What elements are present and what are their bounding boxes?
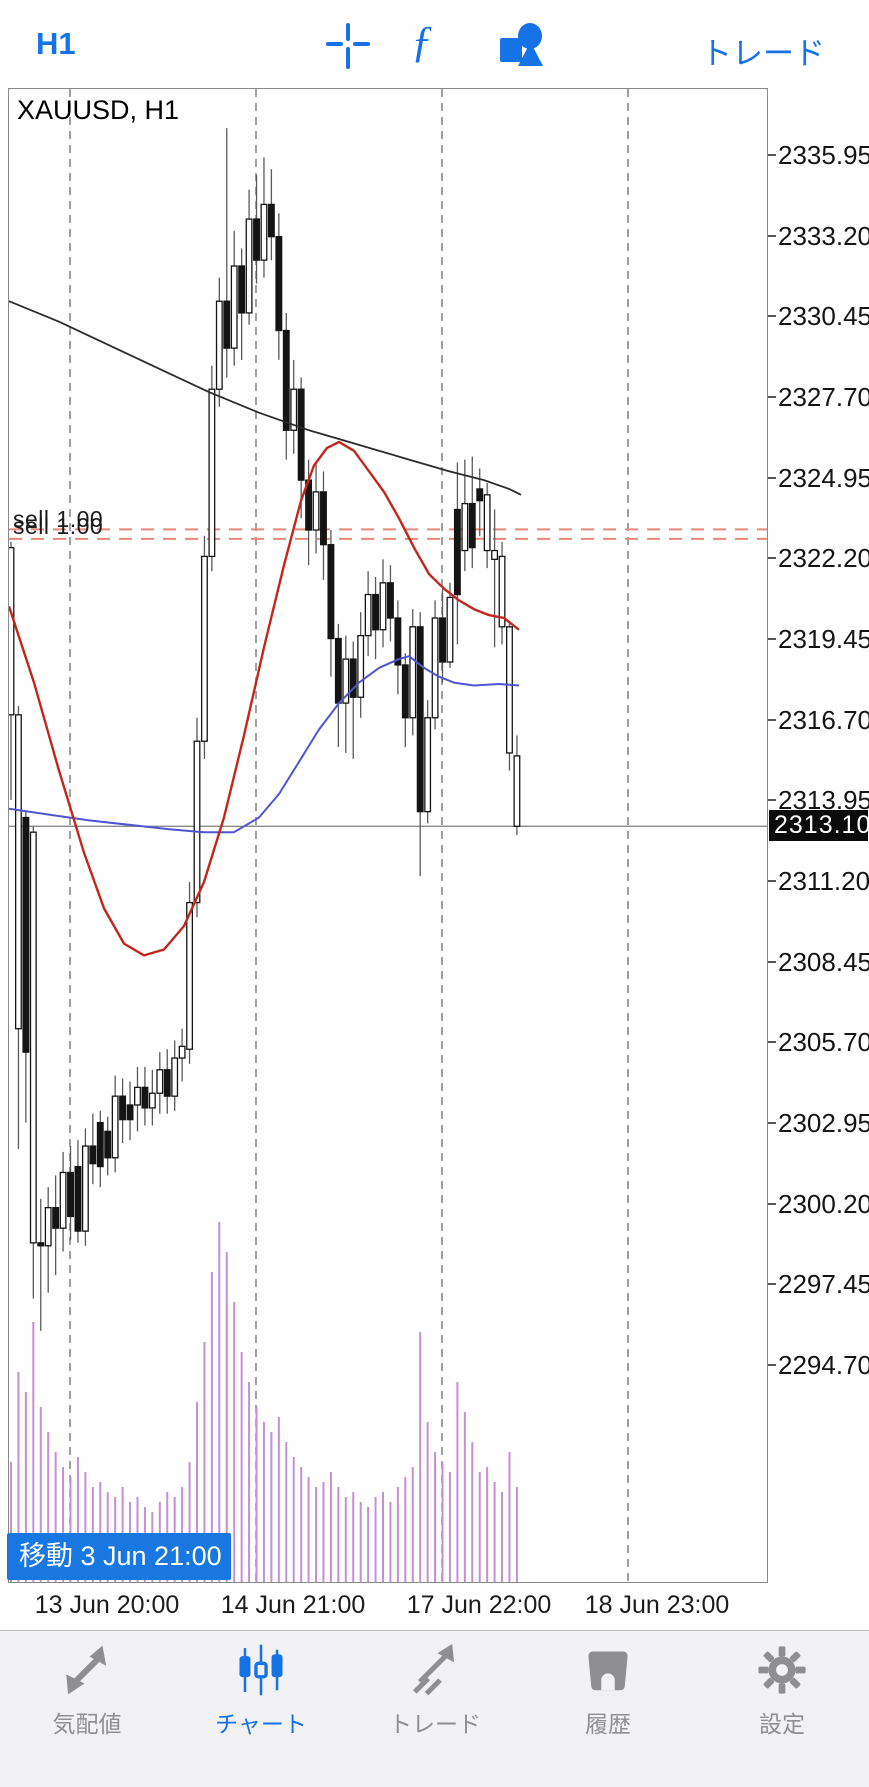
quotes-arrows-icon [66,1645,107,1695]
tab-charts[interactable]: チャート [191,1643,331,1739]
tab-label: 設定 [759,1711,805,1737]
price-axis-tick [768,1364,776,1367]
price-axis-tick [768,315,776,318]
top-toolbar: H1 ƒ トレード [0,0,869,87]
price-axis-label: 2322.20 [778,543,869,574]
price-axis-tick [768,234,776,237]
price-axis-tick [768,1283,776,1286]
bottom-tab-bar: 気配値 チャート [0,1630,869,1787]
price-axis-label: 2333.20 [778,220,869,251]
tab-settings[interactable]: 設定 [712,1643,852,1739]
tab-label: トレード [389,1711,481,1737]
price-axis-tick [768,1041,776,1044]
tab-label: 気配値 [52,1711,122,1737]
tab-label: チャート [215,1711,307,1737]
price-axis-tick [768,1202,776,1205]
price-axis-tick [768,1122,776,1125]
chart-symbol-label: XAUUSD, H1 [17,95,180,125]
price-axis-tick [768,960,776,963]
price-axis-label: 2330.45 [778,301,869,332]
price-axis-label: 2297.45 [778,1269,869,1300]
tab-label: 履歴 [585,1711,631,1737]
price-axis-label: 2302.95 [778,1108,869,1139]
move-notification-badge[interactable]: 移動 3 Jun 21:00 [7,1533,231,1580]
price-axis-tick [768,638,776,641]
price-axis-tick [768,880,776,883]
history-box-icon [588,1651,628,1691]
sell-order-label: sell 1.00 [13,513,104,539]
price-axis-label: 2327.70 [778,382,869,412]
tab-quotes[interactable]: 気配値 [17,1643,157,1739]
candlestick-chart [9,89,767,1582]
timeframe-button[interactable]: H1 [36,26,76,61]
price-axis-label: 2294.70 [778,1350,869,1381]
trade-arrow-icon [412,1643,455,1696]
price-axis-label: 2316.70 [778,704,869,735]
candlestick-icon [239,1644,283,1696]
tab-history[interactable]: 履歴 [538,1643,678,1739]
price-axis-tick [768,476,776,479]
time-axis-label: 13 Jun 20:00 [34,1591,180,1619]
chart-area[interactable]: XAUUSD, H1 sell 1.00 sell 1.00 移動 3 Jun … [7,88,768,1583]
time-axis-label: 18 Jun 23:00 [584,1591,730,1619]
sell-order-label: sell 1.00 [13,506,104,532]
price-axis-tick [768,154,776,156]
crosshair-icon[interactable] [324,22,372,70]
price-axis-label: 2313.95 [778,785,869,816]
price-axis-label: 2335.95 [778,140,869,170]
price-axis-tick [768,718,776,721]
objects-shapes-icon[interactable] [497,22,545,70]
price-axis-tick [768,557,776,560]
price-axis-label: 2324.95 [778,462,869,493]
price-axis-tick [768,396,776,398]
trade-button[interactable]: トレード [701,36,825,71]
time-axis-label: 17 Jun 22:00 [406,1591,552,1619]
price-axis-tick [768,799,776,802]
gear-icon [758,1646,806,1694]
time-axis-label: 14 Jun 21:00 [220,1591,366,1619]
price-axis-label: 2319.45 [778,624,869,655]
price-axis-label: 2305.70 [778,1027,869,1058]
price-axis-label: 2311.20 [778,866,869,897]
price-axis-label: 2300.20 [778,1188,869,1219]
price-axis-label: 2308.45 [778,946,869,977]
tab-trade[interactable]: トレード [365,1643,505,1739]
indicator-function-icon[interactable]: ƒ [411,17,433,66]
current-price-badge: 2313.10 [769,810,869,841]
